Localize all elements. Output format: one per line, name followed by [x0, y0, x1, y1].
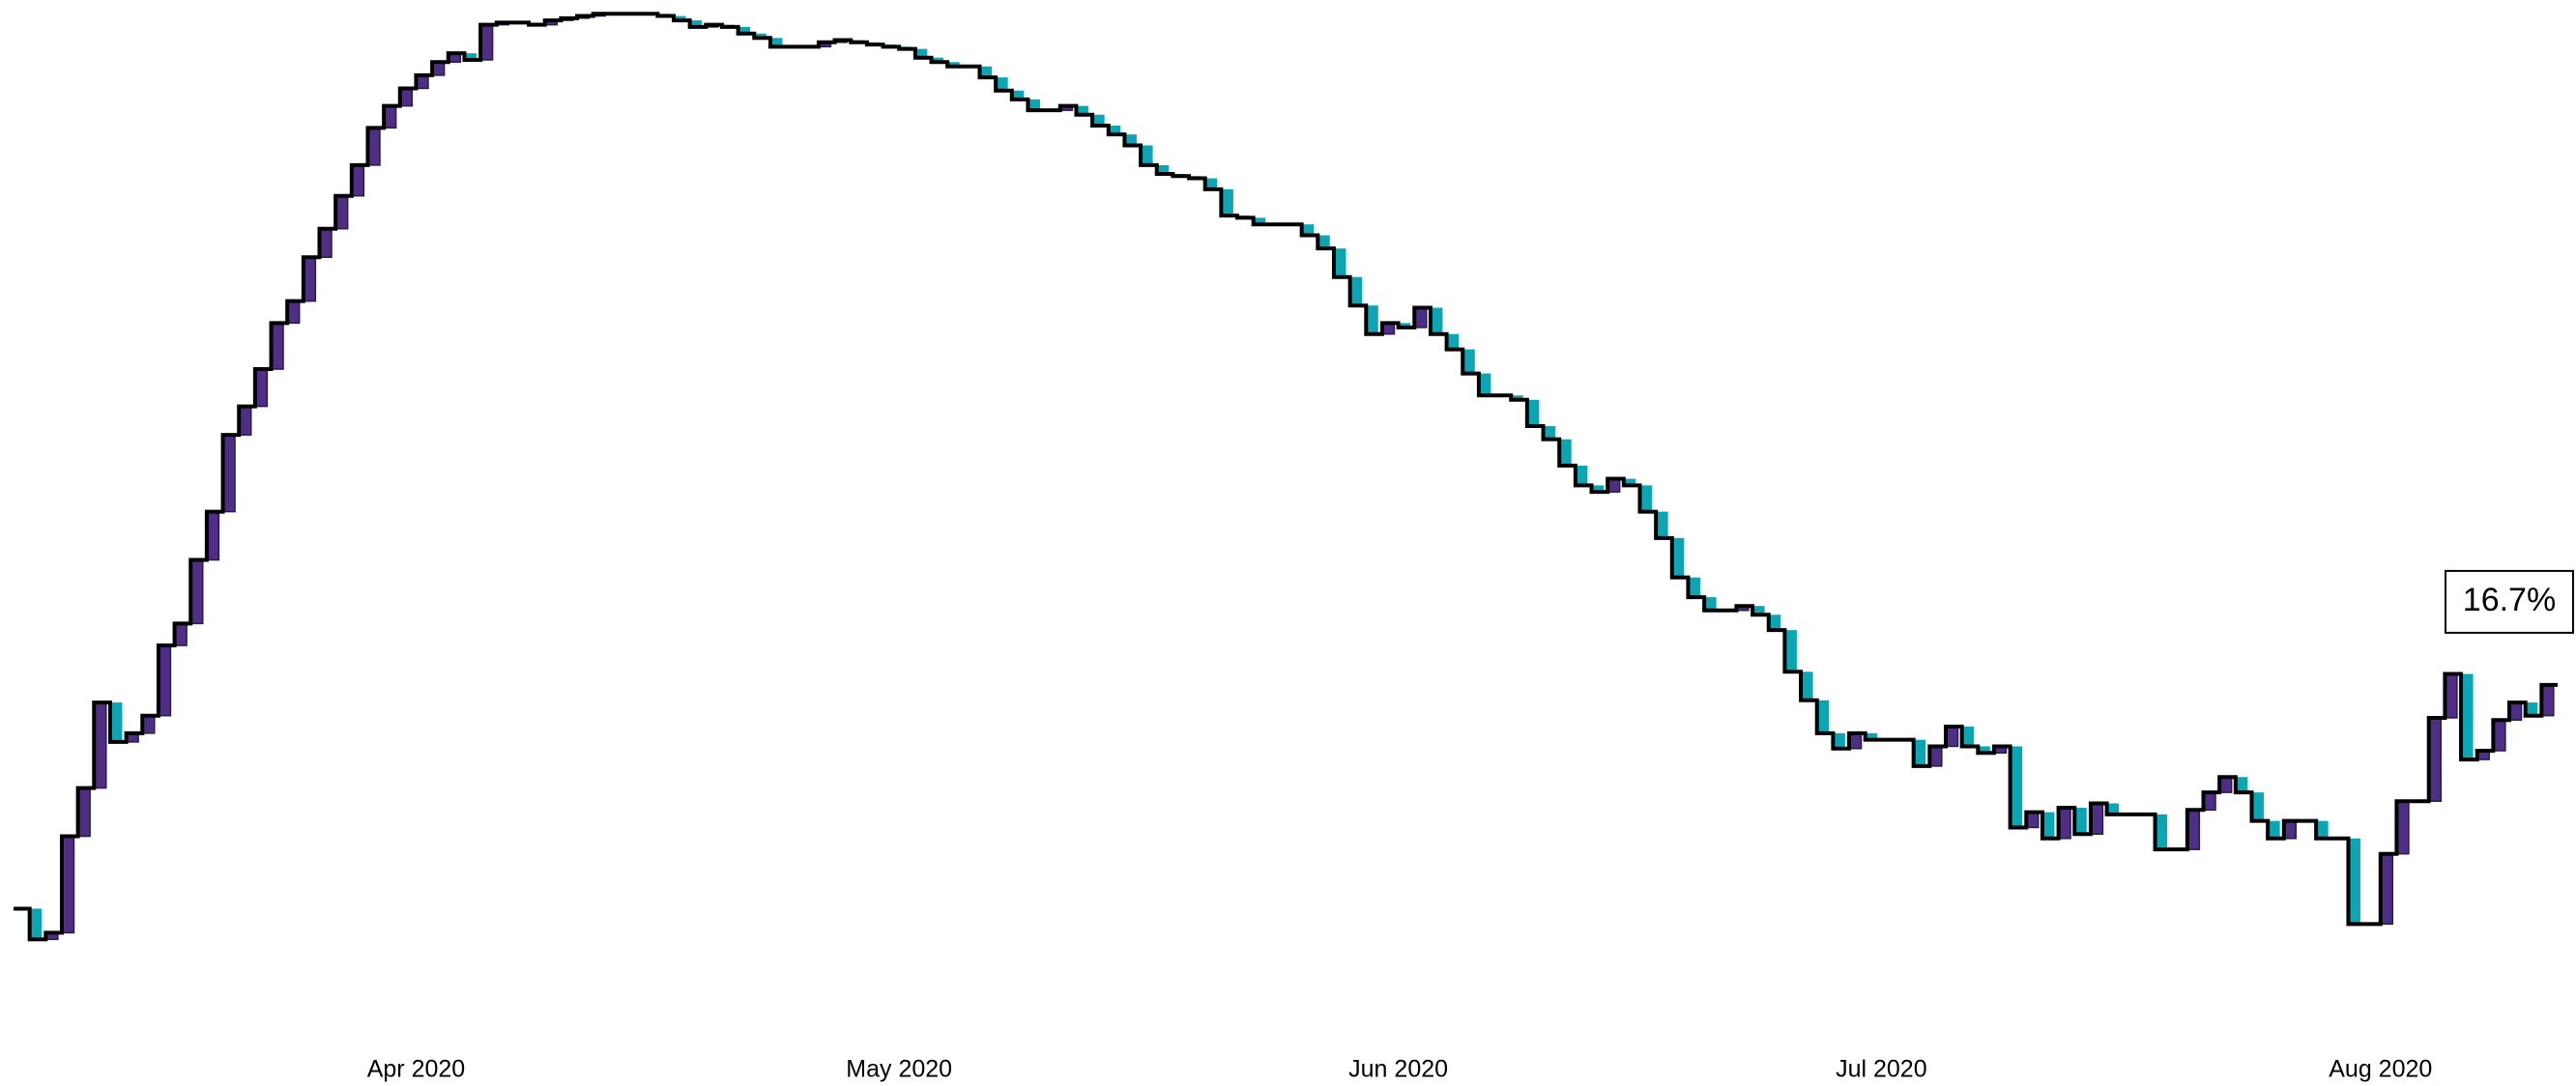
decrease-bar — [1559, 439, 1572, 466]
x-tick-label: Aug 2020 — [2329, 1056, 2432, 1083]
decrease-bar — [1511, 395, 1523, 400]
decrease-bar — [464, 53, 477, 60]
decrease-bar — [1913, 739, 1926, 766]
decrease-bar — [1639, 485, 1652, 512]
decrease-bar — [2106, 803, 2120, 814]
decrease-bar — [2010, 746, 2023, 828]
decrease-bar — [1398, 323, 1411, 328]
decrease-bar — [1253, 217, 1266, 225]
decrease-bar — [1108, 126, 1121, 135]
decrease-bar — [1028, 99, 1040, 111]
decrease-bar — [1752, 606, 1765, 615]
decrease-bar — [1430, 307, 1443, 334]
decrease-bar — [1092, 114, 1105, 127]
decrease-bar — [2235, 777, 2248, 793]
decrease-bar — [738, 26, 751, 34]
decrease-bar — [1688, 577, 1700, 598]
decrease-bar — [979, 66, 992, 78]
decrease-bar — [1446, 333, 1460, 350]
decrease-bar — [1671, 537, 1685, 578]
decrease-bar — [1204, 178, 1218, 189]
x-tick-label: Jul 2020 — [1836, 1056, 1927, 1083]
decrease-bar — [1333, 248, 1346, 277]
value-label: 16.7% — [2463, 582, 2556, 618]
decrease-bar — [1156, 164, 1170, 174]
decrease-bar — [1816, 700, 1830, 733]
decrease-bar — [2316, 820, 2329, 839]
decrease-bar — [1575, 465, 1588, 486]
decrease-bar — [1704, 597, 1717, 611]
decrease-bar — [1865, 732, 1878, 740]
decrease-bar — [1784, 630, 1797, 672]
decrease-bar — [1124, 134, 1137, 146]
decrease-bar — [1011, 90, 1025, 100]
decrease-bar — [1478, 373, 1491, 396]
decrease-bar — [1978, 746, 1990, 754]
decrease-bar — [1801, 672, 1813, 700]
decrease-bar — [947, 62, 960, 67]
decrease-bar — [1526, 399, 1540, 427]
decrease-bar — [2251, 792, 2264, 821]
decrease-bar — [1221, 188, 1233, 216]
decrease-bar — [1833, 732, 1845, 749]
decrease-bar — [1591, 485, 1604, 493]
x-tick-label: May 2020 — [846, 1056, 952, 1083]
decrease-bar — [1623, 478, 1636, 486]
decrease-bar — [769, 38, 783, 47]
decrease-bar — [1076, 105, 1088, 115]
decrease-bar — [1301, 224, 1315, 236]
decrease-bar — [1961, 727, 1975, 747]
decrease-bar — [109, 702, 123, 742]
decrease-bar — [931, 57, 944, 63]
x-tick-label: Jun 2020 — [1348, 1056, 1448, 1083]
decrease-bar — [1141, 145, 1153, 165]
decrease-bar — [29, 908, 43, 940]
decrease-bar — [673, 15, 686, 21]
decrease-bar — [754, 33, 767, 39]
value-label-box — [2445, 569, 2574, 634]
decrease-bar — [2041, 812, 2055, 839]
decrease-bar — [1543, 426, 1556, 440]
x-tick-label: Apr 2020 — [367, 1056, 465, 1083]
decrease-bar — [2074, 808, 2087, 835]
decrease-bar — [2155, 814, 2168, 850]
decrease-bar — [1366, 305, 1378, 334]
decrease-bar — [1656, 511, 1668, 538]
decrease-bar — [2525, 702, 2538, 716]
step-line — [14, 12, 2558, 942]
decrease-bar — [689, 20, 703, 27]
decrease-bar — [1349, 276, 1363, 306]
decrease-bar — [1462, 349, 1475, 374]
decrease-bar — [1768, 614, 1781, 631]
decrease-bar — [996, 77, 1008, 91]
decrease-bar — [1317, 235, 1330, 249]
decrease-bar — [914, 48, 928, 58]
decrease-bar — [2348, 838, 2360, 925]
decrease-bar — [2268, 820, 2280, 839]
decrease-bar — [2461, 673, 2474, 760]
